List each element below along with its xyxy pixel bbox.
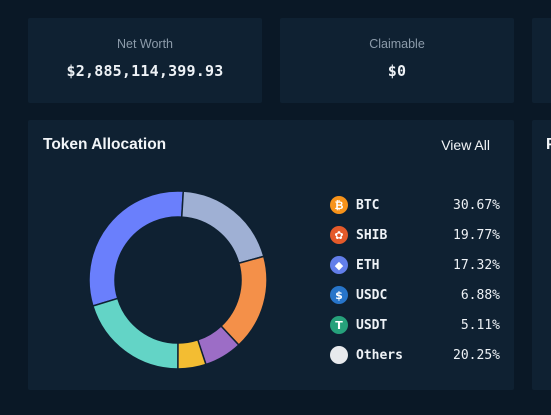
- donut-slices: [88, 190, 268, 370]
- view-all-link[interactable]: View All: [441, 137, 490, 153]
- donut-slice-shib[interactable]: [180, 190, 265, 265]
- token-allocation-panel: Token Allocation View All ₿ BTC 30.67% ✿ SHI…: [28, 120, 514, 390]
- legend-row-usdt[interactable]: T USDT 5.11%: [330, 316, 500, 338]
- legend-percentage: 19.77%: [453, 228, 500, 243]
- legend-symbol: USDT: [356, 318, 388, 333]
- btc-icon: ₿: [330, 196, 348, 214]
- legend-symbol: Others: [356, 348, 403, 363]
- legend-row-eth[interactable]: ◆ ETH 17.32%: [330, 256, 500, 278]
- others-icon: [330, 346, 348, 364]
- eth-icon: ◆: [330, 256, 348, 274]
- legend-percentage: 5.11%: [460, 318, 500, 333]
- legend-row-others[interactable]: Others 20.25%: [330, 346, 500, 368]
- partial-panel-right: P: [532, 120, 551, 390]
- legend-symbol: SHIB: [356, 228, 388, 243]
- token-allocation-title: Token Allocation: [43, 136, 167, 153]
- legend-percentage: 20.25%: [453, 348, 500, 363]
- usdt-icon: T: [330, 316, 348, 334]
- donut-slice-eth[interactable]: [219, 255, 268, 347]
- claimable-card: Claimable $0: [280, 18, 514, 103]
- legend-percentage: 30.67%: [453, 198, 500, 213]
- legend-symbol: USDC: [356, 288, 388, 303]
- legend-row-shib[interactable]: ✿ SHIB 19.77%: [330, 226, 500, 248]
- legend-symbol: ETH: [356, 258, 380, 273]
- claimable-label: Claimable: [369, 37, 425, 51]
- partial-panel-title: P: [546, 136, 551, 154]
- legend-row-usdc[interactable]: $ USDC 6.88%: [330, 286, 500, 308]
- donut-slice-others[interactable]: [91, 297, 179, 370]
- allocation-donut-chart: [88, 190, 268, 370]
- legend-percentage: 17.32%: [453, 258, 500, 273]
- legend-row-btc[interactable]: ₿ BTC 30.67%: [330, 196, 500, 218]
- net-worth-value: $2,885,114,399.93: [66, 62, 224, 80]
- legend-symbol: BTC: [356, 198, 380, 213]
- usdc-icon: $: [330, 286, 348, 304]
- partial-card-right-top: [532, 18, 551, 103]
- shib-icon: ✿: [330, 226, 348, 244]
- claimable-value: $0: [387, 62, 407, 80]
- donut-slice-btc[interactable]: [88, 190, 185, 307]
- net-worth-card: Net Worth $2,885,114,399.93: [28, 18, 262, 103]
- legend-percentage: 6.88%: [460, 288, 500, 303]
- net-worth-label: Net Worth: [116, 37, 174, 51]
